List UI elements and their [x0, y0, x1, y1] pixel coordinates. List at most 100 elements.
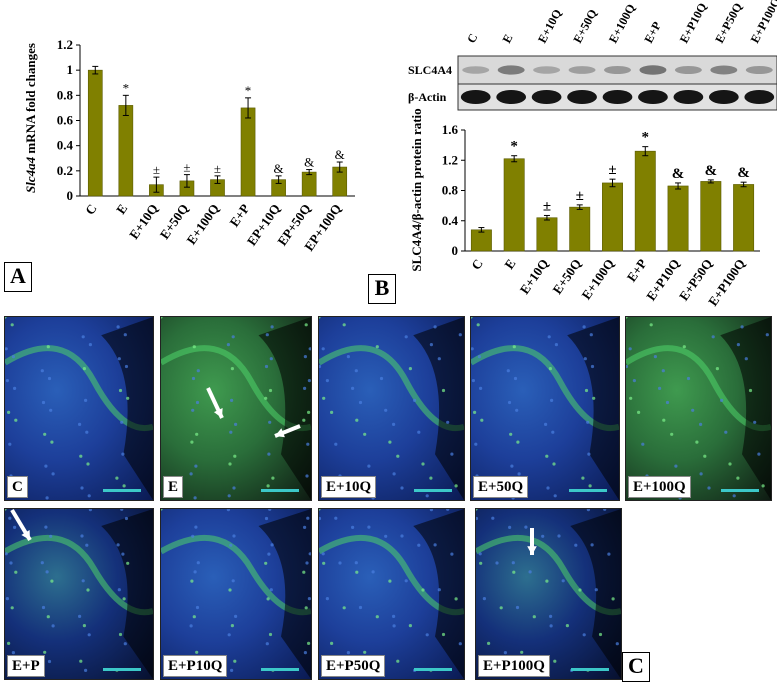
nucleus-dot [544, 422, 548, 426]
nucleus-dot [626, 364, 629, 369]
nucleus-dot [319, 509, 321, 511]
nucleus-dot [302, 570, 306, 574]
category-label: E [501, 256, 518, 272]
micrograph-label: C [7, 476, 28, 498]
nucleus-dot [446, 420, 450, 424]
bar [733, 184, 755, 252]
nucleus-dot [195, 400, 200, 405]
nucleus-dot [330, 641, 334, 645]
nucleus-dot [45, 570, 49, 574]
nucleus-dot [375, 615, 379, 619]
blot-lane-label: E+P10Q [677, 0, 710, 45]
nucleus-dot [482, 597, 486, 601]
nucleus-dot [82, 367, 86, 371]
nucleus-dot [194, 464, 198, 468]
nucleus-dot [748, 388, 753, 393]
nucleus-dot [117, 588, 121, 592]
nucleus-dot [228, 588, 232, 592]
nucleus-dot [5, 379, 9, 383]
nucleus-dot [268, 632, 273, 637]
nucleus-dot [611, 597, 615, 601]
nucleus-dot [118, 632, 123, 637]
nucleus-dot [503, 651, 507, 655]
scale-bar [103, 489, 141, 492]
scale-bar [261, 668, 299, 671]
y-tick-label: 1.6 [442, 122, 459, 137]
western-blot: C E E+10Q E+50Q E+100Q E+P E+P10Q E+P50Q E+P100Q… [402, 0, 777, 112]
nucleus-dot [266, 484, 270, 488]
blot-lane-label: E+50Q [570, 7, 599, 46]
nucleus-dot [196, 561, 200, 565]
nucleus-dot [190, 579, 194, 583]
bar [602, 182, 623, 252]
nucleus-dot [471, 347, 474, 351]
category-label: E+10Q [517, 256, 552, 297]
nucleus-dot [267, 452, 271, 456]
nucleus-dot [421, 462, 425, 466]
nucleus-dot [7, 410, 11, 414]
nucleus-dot [8, 516, 12, 520]
nucleus-dot [46, 615, 50, 619]
nucleus-dot [195, 432, 199, 436]
nucleus-dot [454, 484, 458, 488]
nucleus-dot [44, 464, 48, 468]
nucleus-dot [49, 408, 53, 412]
nucleus-dot [124, 364, 129, 369]
y-tick-label: 0.2 [57, 163, 73, 178]
nucleus-dot [641, 442, 645, 446]
blot-lane-label: C [464, 31, 480, 45]
nucleus-dot [715, 367, 719, 371]
nucleus-dot [268, 420, 272, 424]
nucleus-dot [736, 343, 740, 347]
nucleus-dot [229, 430, 233, 434]
nucleus-dot [541, 534, 545, 538]
nucleus-dot [388, 579, 392, 583]
blot-lane-label: E+P [641, 19, 664, 45]
nucleus-dot [477, 355, 481, 359]
nucleus-dot [524, 525, 528, 529]
nucleus-dot [50, 440, 54, 444]
y-tick-label: 0 [452, 243, 459, 258]
nucleus-dot [548, 367, 552, 371]
micrograph-label: E+P50Q [321, 655, 386, 677]
nucleus-dot [695, 440, 699, 444]
nucleus-dot [549, 614, 553, 618]
nucleus-dot [123, 333, 127, 337]
nucleus-dot [757, 452, 761, 456]
nucleus-dot [231, 335, 235, 339]
nucleus-dot [495, 561, 499, 565]
nucleus-dot [586, 509, 590, 512]
nucleus-dot [691, 408, 695, 412]
nucleus-dot [121, 552, 125, 556]
y-tick-label: 0.8 [442, 183, 459, 198]
nucleus-dot [43, 650, 47, 654]
nucleus-dot [351, 525, 355, 529]
nucleus-dot [388, 440, 392, 444]
nucleus-dot [471, 317, 473, 319]
nucleus-dot [421, 588, 425, 592]
blot-lane-label: E+100Q [606, 2, 638, 46]
nucleus-dot [43, 432, 47, 436]
nucleus-dot [615, 642, 619, 646]
nucleus-dot [547, 335, 551, 339]
y-tick-label: 0.8 [57, 87, 74, 102]
nucleus-dot [269, 357, 273, 361]
significance-mark: ± [153, 162, 160, 177]
nucleus-dot [603, 509, 607, 511]
nucleus-dot [10, 606, 14, 610]
nucleus-dot [266, 597, 270, 601]
y-tick-label: 1.2 [442, 152, 458, 167]
nucleus-dot [264, 364, 269, 369]
nucleus-dot [303, 525, 307, 529]
nucleus-dot [51, 624, 55, 628]
nucleus-dot [437, 588, 441, 592]
significance-mark: & [737, 165, 750, 181]
nucleus-dot [703, 454, 707, 458]
nucleus-dot [303, 386, 307, 390]
nucleus-dot [264, 516, 269, 521]
nucleus-dot [441, 632, 446, 637]
nucleus-dot [319, 516, 322, 521]
nucleus-dot [375, 345, 379, 349]
nucleus-dot [629, 396, 633, 400]
nucleus-dot [363, 650, 367, 654]
